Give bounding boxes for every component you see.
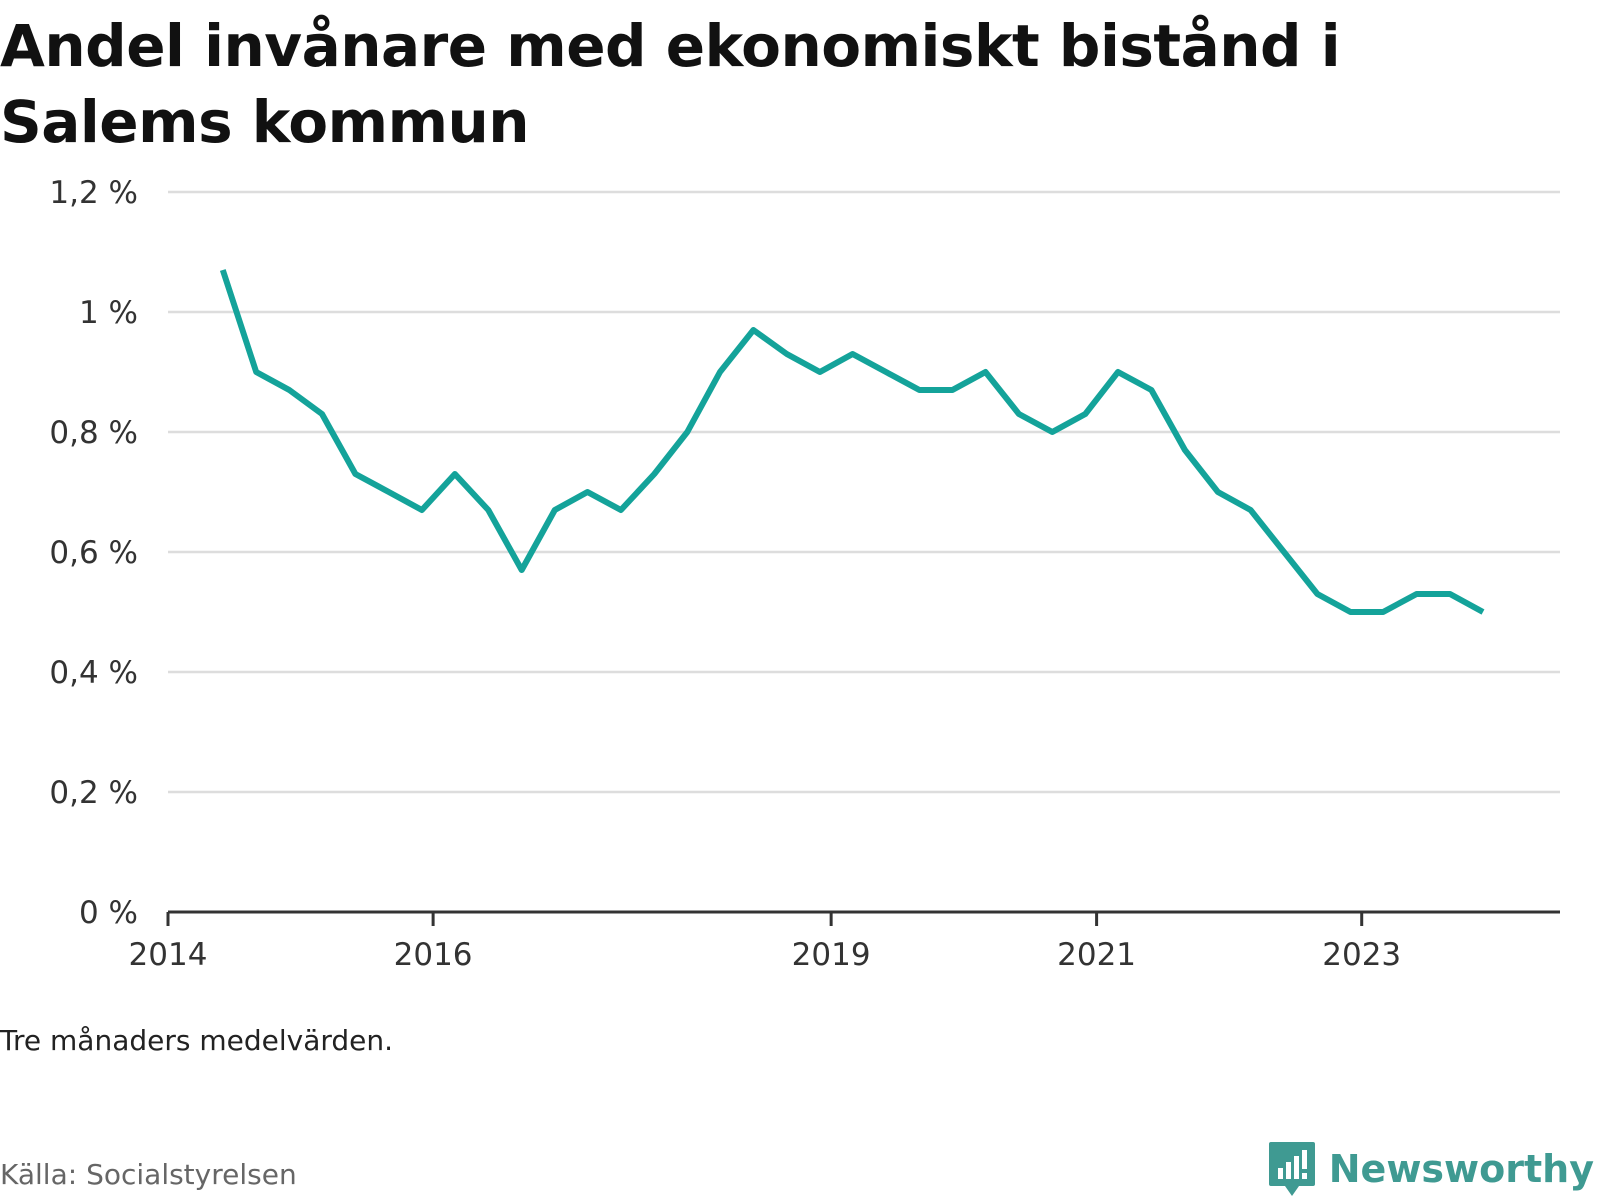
y-tick-label: 0,6 % <box>49 535 138 571</box>
y-tick-label: 0,4 % <box>49 655 138 691</box>
x-axis-ticks: 2014 2016 2019 2021 2023 <box>129 912 1401 973</box>
x-tick-label: 2016 <box>394 937 473 973</box>
brand-logo[interactable]: Newsworthy <box>1267 1140 1594 1198</box>
x-tick-label: 2023 <box>1322 937 1401 973</box>
newsworthy-logo-icon <box>1268 1142 1315 1196</box>
line-chart: 0 % 0,2 % 0,4 % 0,6 % 0,8 % 1 % 1,2 % 2014 2016… <box>49 175 1560 973</box>
x-tick-label: 2019 <box>792 937 871 973</box>
series-line <box>219 269 1485 615</box>
brand-name: Newsworthy <box>1328 1147 1594 1191</box>
y-tick-label: 1,2 % <box>49 175 138 211</box>
chart-note: Tre månaders medelvärden. <box>0 1024 394 1057</box>
y-tick-label: 1 % <box>79 295 138 331</box>
y-tick-label: 0 % <box>79 895 138 931</box>
gridlines <box>168 190 1560 794</box>
y-axis-ticks: 0 % 0,2 % 0,4 % 0,6 % 0,8 % 1 % 1,2 % <box>49 175 138 931</box>
x-tick-label: 2014 <box>129 937 208 973</box>
source-credit: Källa: Socialstyrelsen <box>0 1158 297 1191</box>
y-tick-label: 0,2 % <box>49 775 138 811</box>
x-tick-label: 2021 <box>1057 937 1136 973</box>
y-tick-label: 0,8 % <box>49 415 138 451</box>
chart-title: Andel invånare med ekonomiskt bistånd i … <box>0 12 1341 156</box>
